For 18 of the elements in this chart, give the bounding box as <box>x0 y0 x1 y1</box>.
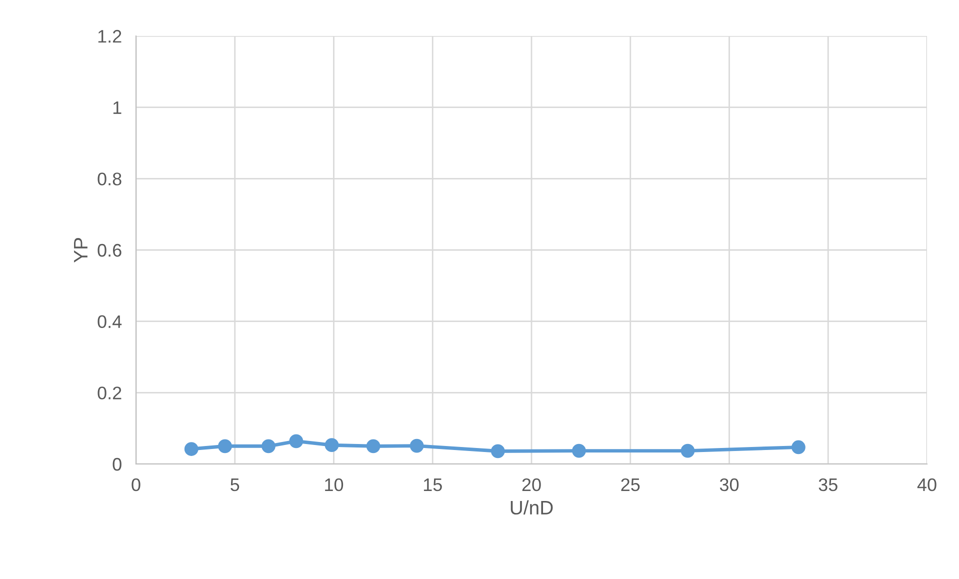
x-tick-label: 25 <box>621 478 640 492</box>
y-tick-label: 0.4 <box>98 315 122 328</box>
x-tick-label: 40 <box>917 478 936 492</box>
y-axis-title: YP <box>74 238 88 263</box>
x-tick-label: 0 <box>132 478 140 492</box>
x-tick-label: 30 <box>720 478 739 492</box>
y-tick-label: 1.2 <box>98 30 122 43</box>
x-tick-label: 35 <box>818 478 838 492</box>
y-tick-label: 0.2 <box>98 386 122 400</box>
y-tick-label: 1 <box>113 101 122 114</box>
y-tick-label: 0 <box>112 458 122 471</box>
y-tick-label: 0.6 <box>98 244 122 257</box>
x-tick-label: 20 <box>522 478 541 492</box>
y-tick-label: 0.8 <box>98 172 122 186</box>
x-tick-label: 10 <box>325 478 344 492</box>
x-tick-label: 5 <box>230 478 240 492</box>
x-tick-label: 15 <box>424 478 442 492</box>
x-axis-title: U/nD <box>510 500 553 515</box>
